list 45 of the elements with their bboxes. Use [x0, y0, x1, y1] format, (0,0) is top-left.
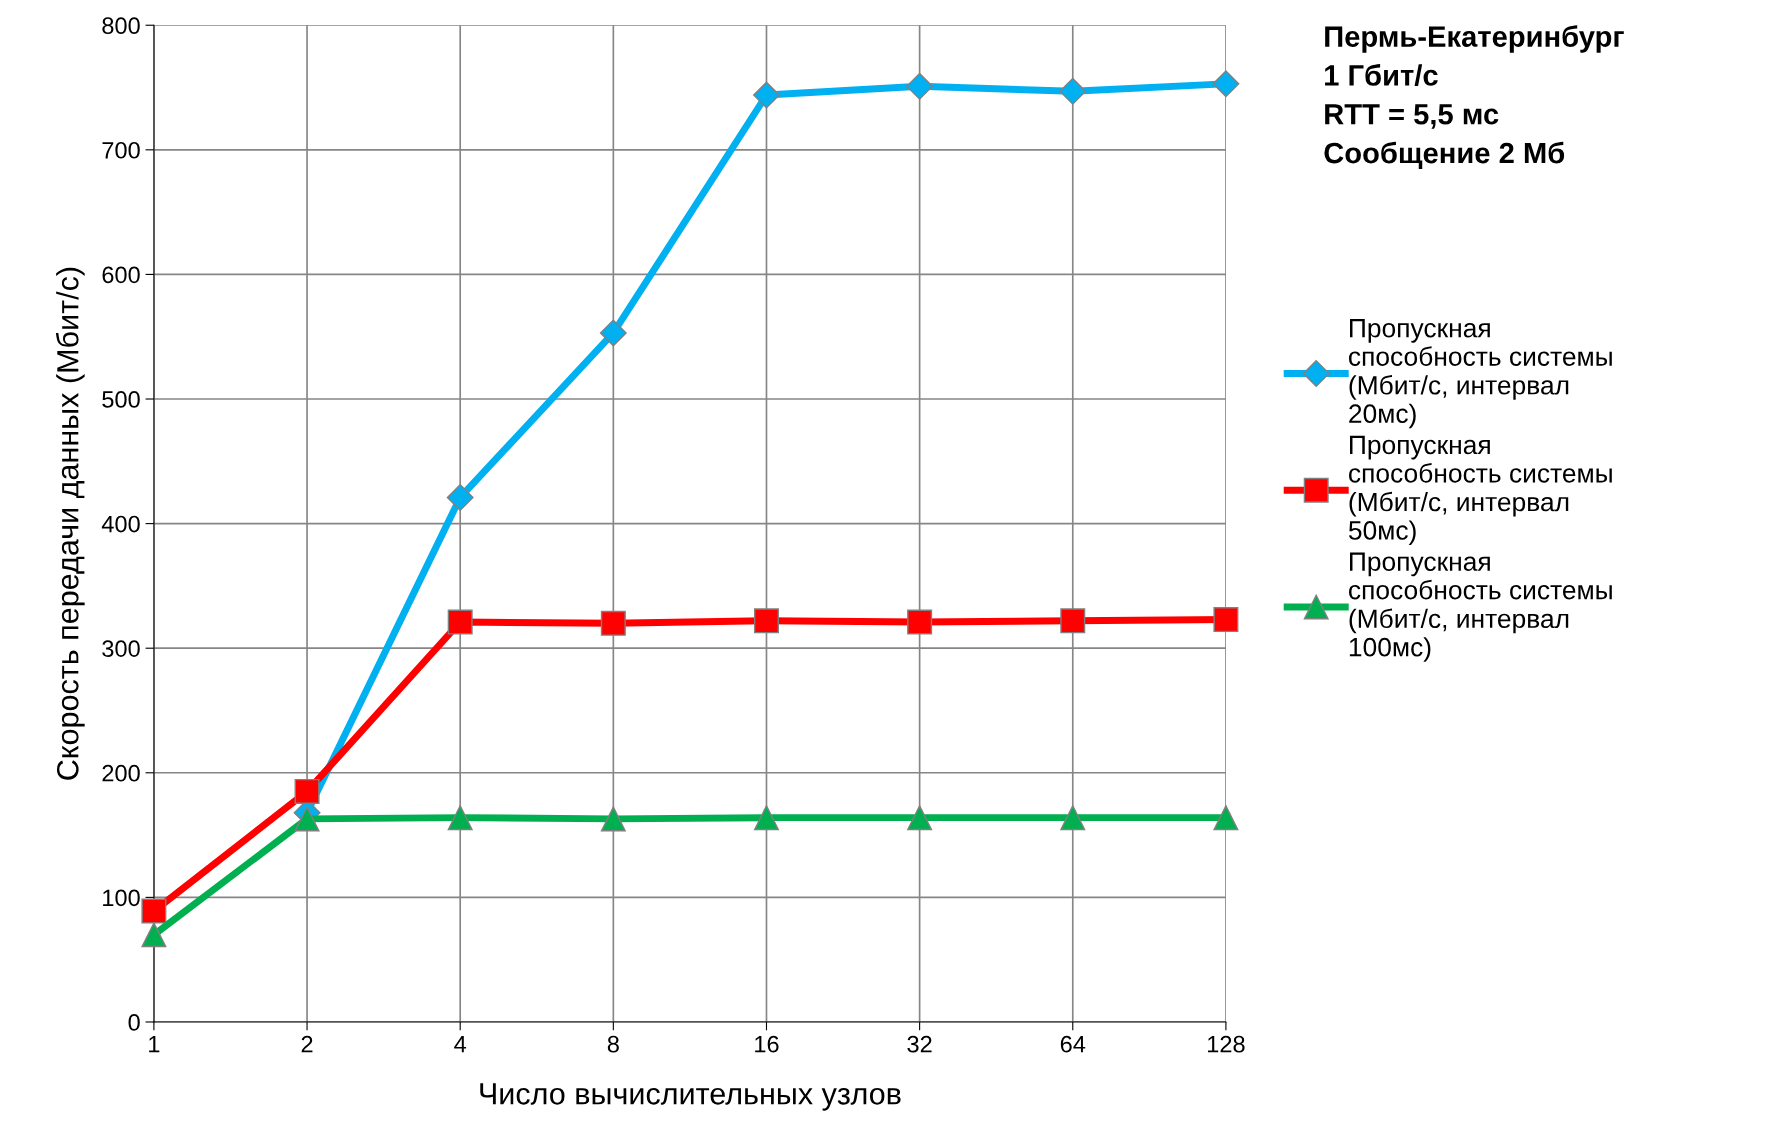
x-axis-title: Число вычислительных узлов — [480, 1083, 901, 1111]
y-tick-label: 700 — [102, 141, 140, 159]
point — [1213, 607, 1239, 633]
y-tick-label: 600 — [102, 266, 140, 284]
x-tick-label: 4 — [454, 1036, 467, 1053]
point — [294, 806, 320, 832]
x-tick-label: 2 — [301, 1035, 313, 1053]
point — [1060, 805, 1086, 831]
point — [753, 805, 779, 831]
point — [600, 610, 626, 636]
y-tick-label: 200 — [102, 764, 140, 782]
y-tick-label: 800 — [102, 17, 140, 35]
point — [907, 805, 933, 831]
legend-label: Пропускная способность системы (Мбит/с, интервал 50мс) — [1348, 435, 1612, 545]
y-axis-title: Скорость передачи данных (Мбит/с) — [55, 267, 85, 780]
point — [599, 319, 627, 347]
point — [141, 922, 167, 948]
point — [906, 72, 934, 100]
legend-label: Пропускная способность системы (Мбит/с, интервал 100мс) — [1349, 552, 1612, 662]
point — [447, 805, 473, 831]
point — [753, 81, 780, 109]
y-tick-label: 0 — [128, 1014, 140, 1031]
x-tick-label: 32 — [907, 1035, 932, 1053]
y-tick-label: 400 — [101, 515, 140, 533]
y-tick-label: 300 — [102, 640, 140, 657]
x-tick-label: 16 — [755, 1035, 779, 1053]
point — [446, 483, 474, 511]
legend-label: Пропускная способность системы (Мбит/с, интервал 20мс) — [1349, 319, 1612, 429]
point — [1212, 70, 1240, 98]
text: Пермь-Екатеринбург 1 Гбит/с RTT = 5,5 мс Сообщение 2 Мб — [1324, 25, 1624, 169]
point — [1059, 77, 1087, 105]
point — [447, 609, 473, 635]
x-tick-label: 128 — [1208, 1035, 1245, 1053]
point — [294, 778, 320, 804]
point — [600, 806, 626, 832]
y-tick-label: 500 — [102, 391, 140, 408]
x-tick-label: 64 — [1060, 1035, 1086, 1053]
point — [1213, 805, 1239, 831]
x-tick-label: 1 — [149, 1036, 160, 1053]
point — [907, 609, 933, 635]
point — [141, 898, 167, 924]
x-tick-label: 8 — [607, 1035, 619, 1053]
y-tick-label: 100 — [103, 889, 140, 907]
point — [1060, 608, 1086, 634]
point — [753, 608, 779, 634]
